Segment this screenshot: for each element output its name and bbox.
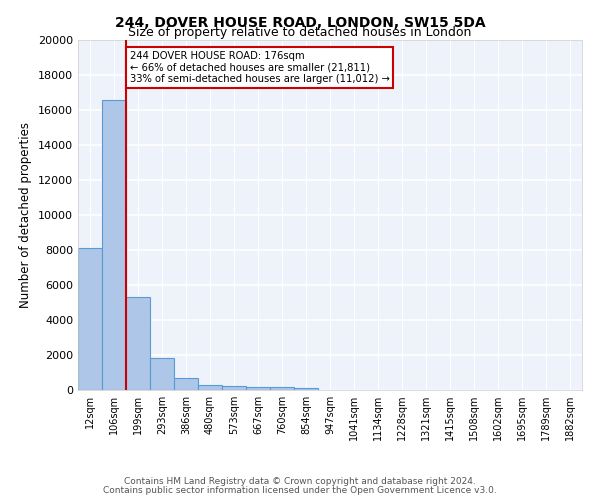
Text: 244 DOVER HOUSE ROAD: 176sqm
← 66% of detached houses are smaller (21,811)
33% o: 244 DOVER HOUSE ROAD: 176sqm ← 66% of de… [130,50,389,84]
Bar [270,388,294,390]
Bar [198,385,222,390]
Text: 244, DOVER HOUSE ROAD, LONDON, SW15 5DA: 244, DOVER HOUSE ROAD, LONDON, SW15 5DA [115,16,485,30]
Text: Contains public sector information licensed under the Open Government Licence v3: Contains public sector information licen… [103,486,497,495]
Bar [150,358,174,390]
Bar [102,100,126,390]
Bar [78,248,102,390]
Bar [126,297,150,390]
Text: Size of property relative to detached houses in London: Size of property relative to detached ho… [128,26,472,39]
Bar [174,378,198,390]
Y-axis label: Number of detached properties: Number of detached properties [19,122,32,308]
Text: Contains HM Land Registry data © Crown copyright and database right 2024.: Contains HM Land Registry data © Crown c… [124,478,476,486]
Bar [222,386,246,390]
Bar [294,388,318,390]
Bar [246,387,270,390]
